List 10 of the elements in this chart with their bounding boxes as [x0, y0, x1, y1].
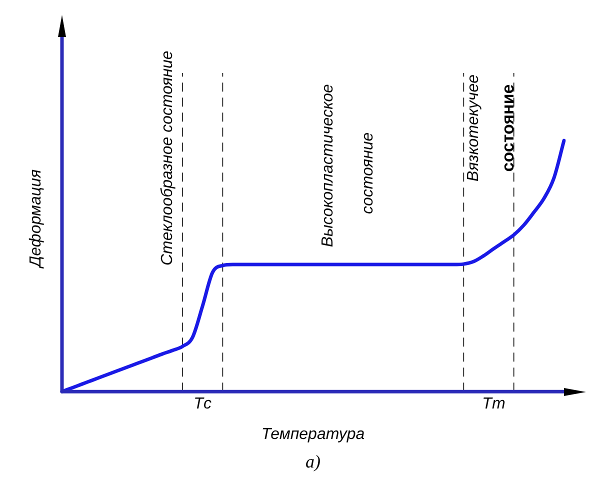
y-axis-title: Деформация [27, 169, 44, 270]
annotation: состояние [360, 132, 377, 214]
text: а) [306, 452, 320, 472]
x-axis-title: Температура [261, 426, 365, 443]
x-tick-label: Tт [482, 396, 506, 413]
x-tick-label: Tс [194, 396, 212, 413]
annotation: Высокопластическое [320, 84, 337, 248]
annotation: Стеклообразное состояние [158, 50, 176, 266]
annotation: состояние [498, 84, 518, 172]
annotation: Вязкотекучее [465, 74, 482, 182]
